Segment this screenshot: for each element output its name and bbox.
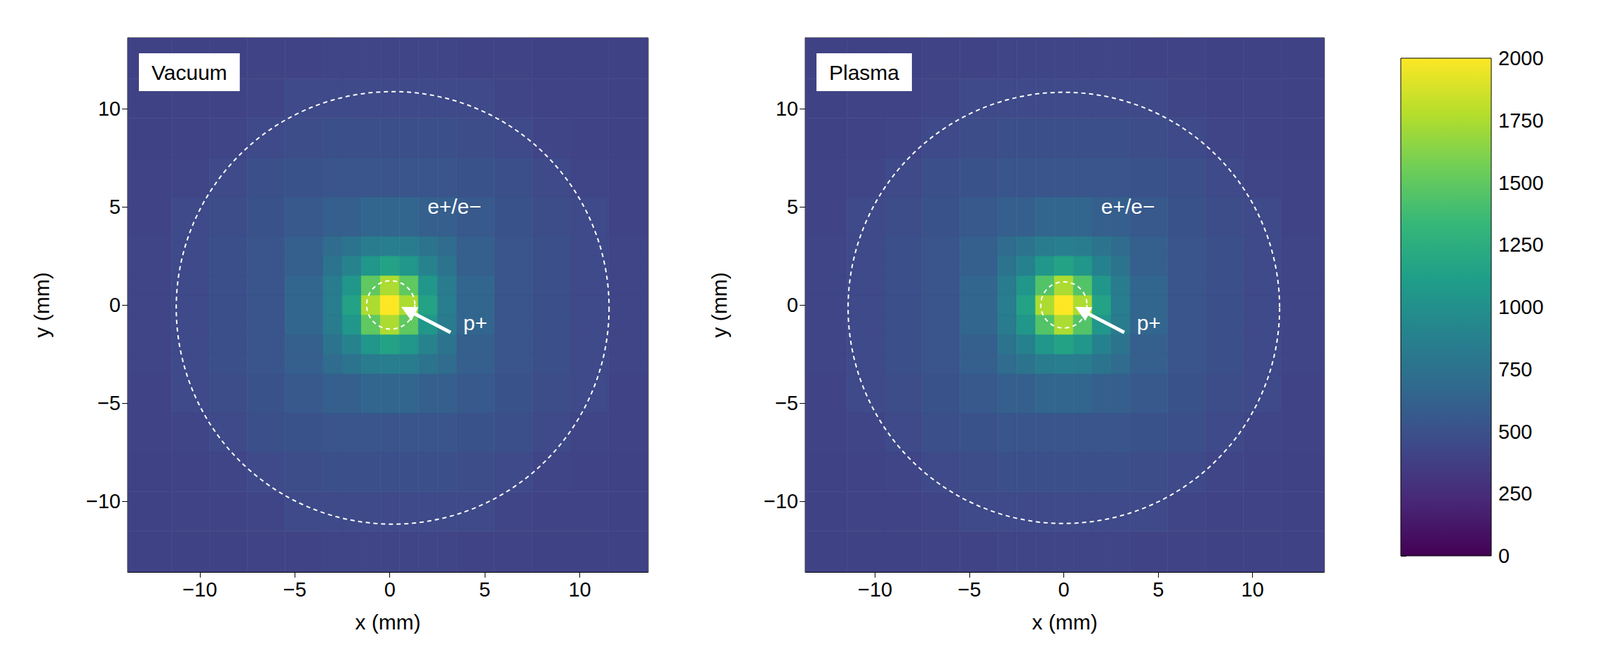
svg-text:0: 0 (787, 293, 799, 317)
svg-text:−5: −5 (775, 392, 799, 415)
svg-text:750: 750 (1498, 358, 1532, 381)
svg-text:0: 0 (109, 293, 121, 317)
svg-text:−10: −10 (182, 578, 217, 602)
svg-text:−10: −10 (857, 578, 893, 602)
svg-text:1500: 1500 (1498, 171, 1544, 195)
svg-text:0: 0 (1058, 578, 1070, 602)
svg-text:5: 5 (479, 578, 491, 602)
svg-text:2000: 2000 (1498, 46, 1544, 70)
svg-text:1750: 1750 (1498, 109, 1544, 132)
svg-text:0: 0 (1498, 545, 1510, 568)
svg-text:y (mm): y (mm) (30, 272, 54, 338)
svg-text:x (mm): x (mm) (354, 610, 421, 635)
svg-text:Vacuum: Vacuum (151, 61, 228, 85)
svg-text:1250: 1250 (1498, 233, 1544, 257)
svg-text:5: 5 (109, 195, 121, 219)
svg-text:250: 250 (1498, 482, 1532, 506)
svg-text:e+/e−: e+/e− (427, 195, 482, 219)
svg-text:0: 0 (384, 578, 396, 602)
svg-text:−10: −10 (763, 490, 799, 513)
svg-text:−5: −5 (283, 578, 307, 602)
svg-text:5: 5 (787, 195, 799, 219)
svg-text:e+/e−: e+/e− (1101, 195, 1156, 219)
svg-text:5: 5 (1152, 578, 1164, 602)
svg-text:y (mm): y (mm) (707, 272, 731, 338)
svg-text:1000: 1000 (1498, 296, 1544, 319)
svg-text:500: 500 (1498, 420, 1532, 444)
svg-text:10: 10 (775, 97, 799, 120)
svg-text:Plasma: Plasma (829, 61, 900, 85)
svg-text:10: 10 (98, 97, 121, 120)
svg-text:p+: p+ (462, 311, 487, 335)
svg-text:p+: p+ (1137, 311, 1161, 335)
svg-text:−5: −5 (958, 578, 982, 602)
svg-text:10: 10 (568, 578, 591, 602)
svg-text:−5: −5 (97, 392, 121, 415)
svg-text:−10: −10 (86, 490, 121, 513)
svg-text:10: 10 (1241, 578, 1265, 602)
svg-text:x (mm): x (mm) (1031, 610, 1098, 635)
